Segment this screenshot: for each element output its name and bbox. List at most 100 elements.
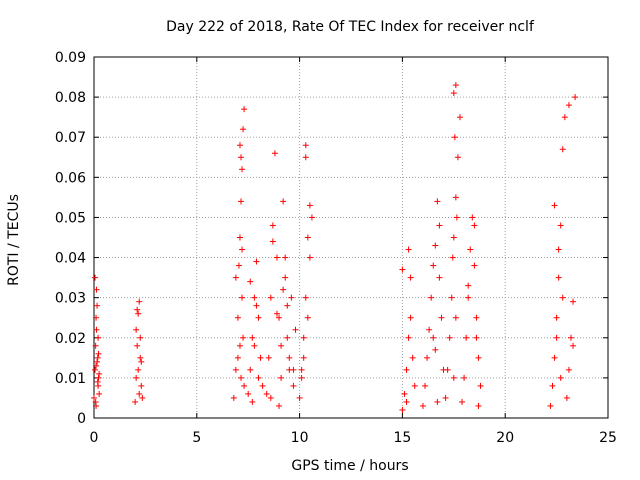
data-point [308,214,315,221]
y-tick-label: 0.07 [55,130,86,146]
data-point [133,374,140,381]
data-point [450,234,457,241]
data-point [428,294,435,301]
data-point [137,354,144,361]
data-point [430,262,437,269]
data-point [553,334,560,341]
data-point [290,382,297,389]
data-point [136,298,143,305]
data-point [271,150,278,157]
data-point [452,314,459,321]
data-point [422,382,429,389]
data-point [454,154,461,161]
data-point [467,246,474,253]
data-point [230,394,237,401]
data-point [302,142,309,149]
data-point [559,146,566,153]
data-point [298,374,305,381]
data-point [475,354,482,361]
y-tick-label: 0.08 [55,90,86,106]
data-point [280,286,287,293]
plot-frame [93,56,609,419]
data-point [239,294,246,301]
data-point [430,334,437,341]
data-point [282,274,289,281]
y-tick-label: 0.03 [55,291,86,307]
data-point [452,194,459,201]
data-point [426,326,433,333]
data-point [446,334,453,341]
data-point [453,214,460,221]
data-point [134,306,141,313]
x-axis-label: GPS time / hours [291,458,408,474]
data-point [475,402,482,409]
data-point [247,278,254,285]
data-point [232,366,239,373]
data-point [239,246,246,253]
data-point [557,222,564,229]
x-tick-label: 5 [192,430,201,446]
data-point [547,402,554,409]
data-point [465,294,472,301]
data-point [403,398,410,405]
data-point [434,198,441,205]
data-point [269,222,276,229]
data-point [92,342,99,349]
y-tick-label: 0.05 [55,210,86,226]
data-point [473,314,480,321]
data-point [93,326,100,333]
data-point [93,314,100,321]
data-point [93,286,100,293]
data-point [267,294,274,301]
data-point [267,394,274,401]
data-point [134,342,141,349]
y-tick-label: 0.09 [55,50,86,66]
data-point [405,334,412,341]
data-point [96,370,103,377]
x-tick-label: 0 [90,430,99,446]
data-point [456,114,463,121]
data-point [138,358,145,365]
data-point [434,398,441,405]
data-point [405,246,412,253]
data-point [432,346,439,353]
data-point [245,390,252,397]
data-point [296,394,303,401]
data-point [94,354,101,361]
data-point [302,294,309,301]
data-point [471,222,478,229]
data-point [241,382,248,389]
data-point [572,94,579,101]
data-point [92,274,99,281]
data-point [92,398,99,405]
x-tick-label: 15 [393,430,411,446]
data-point [471,262,478,269]
data-point [238,198,245,205]
data-point [401,390,408,397]
data-point [238,374,245,381]
data-point [257,354,264,361]
data-point [570,342,577,349]
grid-lines [94,57,608,418]
data-point [306,202,313,209]
data-point [284,302,291,309]
y-axis-label: ROTI / TECUs [6,194,22,286]
data-point [563,394,570,401]
data-point [399,406,406,413]
data-point [302,154,309,161]
data-point [306,254,313,261]
data-point [452,82,459,89]
data-point [132,398,139,405]
data-point [549,382,556,389]
data-point [95,374,102,381]
data-point [553,314,560,321]
data-point [139,394,146,401]
y-tick-label: 0.06 [55,170,86,186]
data-point [249,334,256,341]
data-point [280,198,287,205]
data-point [304,234,311,241]
data-point [436,222,443,229]
data-point [570,298,577,305]
data-point [292,326,299,333]
